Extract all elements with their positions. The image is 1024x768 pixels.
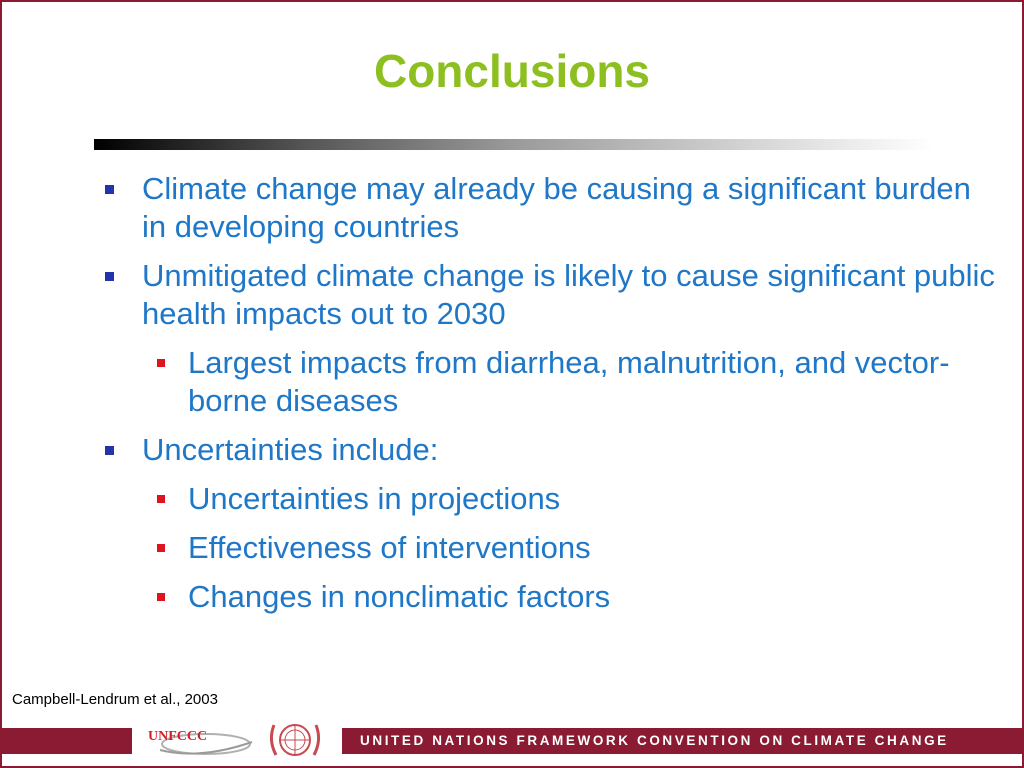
slide-title: Conclusions <box>373 45 651 97</box>
sub-bullet-item: Changes in nonclimatic factors <box>102 578 1002 616</box>
sub-bullet-text: Changes in nonclimatic factors <box>188 579 611 614</box>
bullet-item: Uncertainties include: <box>102 431 1002 469</box>
un-emblem-icon <box>266 715 324 766</box>
sub-bullet-text: Effectiveness of interventions <box>188 530 591 565</box>
citation: Campbell-Lendrum et al., 2003 <box>12 691 218 708</box>
sub-bullet-text: Largest impacts from diarrhea, malnutrit… <box>188 345 950 418</box>
sub-bullet-marker <box>157 359 165 367</box>
title-divider <box>94 139 934 150</box>
bullet-marker <box>105 185 114 194</box>
footer-organization-name: UNITED NATIONS FRAMEWORK CONVENTION ON C… <box>360 733 949 748</box>
sub-bullet-text: Uncertainties in projections <box>188 481 561 516</box>
sub-bullet-item: Uncertainties in projections <box>102 480 1002 518</box>
unfccc-logo-icon: UNFCCC <box>140 720 260 766</box>
bullet-text: Climate change may already be causing a … <box>142 171 971 244</box>
footer-logo-area <box>132 718 342 766</box>
bullet-item: Unmitigated climate change is likely to … <box>102 257 1002 333</box>
bullet-text: Uncertainties include: <box>142 432 439 467</box>
sub-bullet-item: Effectiveness of interventions <box>102 529 1002 567</box>
sub-bullet-marker <box>157 495 165 503</box>
sub-bullet-item: Largest impacts from diarrhea, malnutrit… <box>102 344 1002 420</box>
bullet-item: Climate change may already be causing a … <box>102 170 1002 246</box>
bullet-text: Unmitigated climate change is likely to … <box>142 258 995 331</box>
bullet-marker <box>105 446 114 455</box>
bullet-marker <box>105 272 114 281</box>
sub-bullet-marker <box>157 593 165 601</box>
bullet-list: Climate change may already be causing a … <box>102 170 1002 627</box>
unfccc-logo-text: UNFCCC <box>148 729 207 744</box>
sub-bullet-marker <box>157 544 165 552</box>
